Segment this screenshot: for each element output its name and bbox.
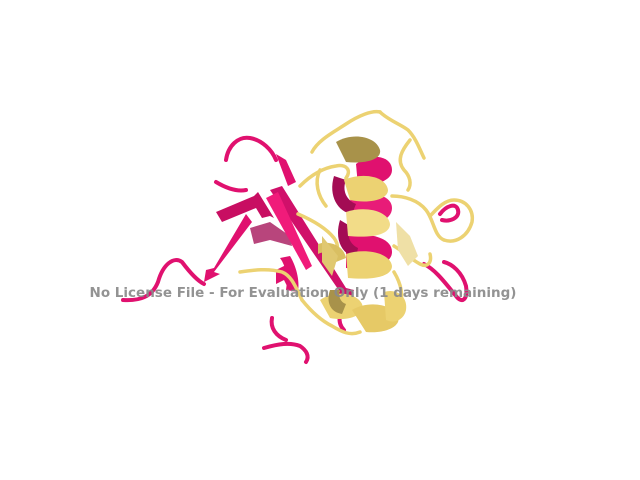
chain-magenta-strand xyxy=(216,192,274,222)
chain-yellow-loop xyxy=(378,110,426,160)
chain-magenta-loop xyxy=(224,135,278,162)
chain-yellow-loop xyxy=(238,267,304,302)
chain-yellow-loop xyxy=(315,168,328,208)
chain-magenta-strand xyxy=(266,192,312,270)
chain-yellow-loop xyxy=(398,138,412,192)
chain-yellow-loop xyxy=(310,109,382,154)
chain-yellow-strand xyxy=(396,222,418,266)
chain-magenta-loop xyxy=(422,260,469,303)
chain-magenta-loop xyxy=(121,258,206,303)
chain-yellow-helix xyxy=(336,136,381,163)
chain-yellow-strand xyxy=(322,236,338,276)
chain-yellow-helix xyxy=(346,251,392,279)
chain-magenta-helix xyxy=(332,176,356,214)
chain-yellow-helix xyxy=(384,290,407,322)
chain-yellow xyxy=(238,109,475,336)
chain-magenta-strand xyxy=(276,154,296,186)
chain-yellow-helix xyxy=(328,290,346,314)
chain-magenta-helix xyxy=(337,220,358,258)
chain-magenta-loop xyxy=(438,203,461,223)
chain-yellow-loop xyxy=(428,198,475,243)
chain-magenta-loop xyxy=(269,316,288,342)
chain-yellow-loop xyxy=(390,194,446,242)
chain-yellow-loop xyxy=(300,298,362,336)
chain-yellow-loop xyxy=(298,163,351,188)
chain-yellow-helix xyxy=(344,175,388,202)
chain-magenta-strand xyxy=(250,222,292,246)
chain-yellow-helix xyxy=(346,209,390,237)
chain-magenta-loop xyxy=(262,341,310,364)
chain-magenta-strand xyxy=(204,214,252,282)
chain-magenta-strand xyxy=(270,186,354,304)
chain-magenta-loop xyxy=(214,180,248,193)
